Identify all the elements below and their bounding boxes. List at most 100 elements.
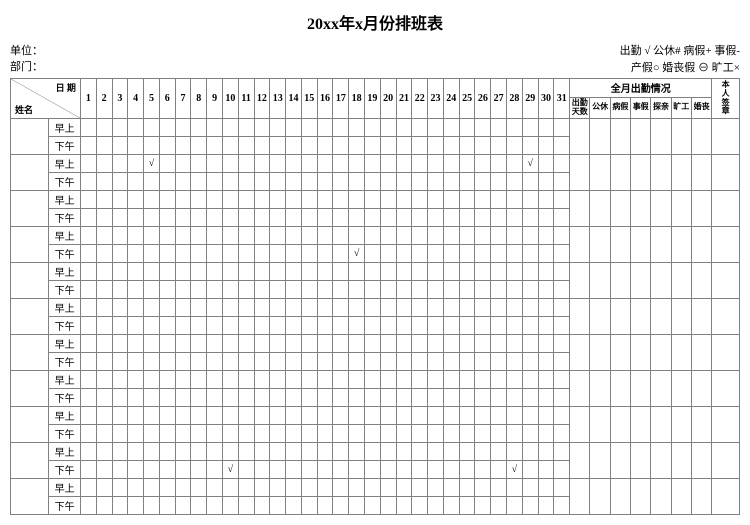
day-cell [333, 137, 349, 155]
day-cell [349, 461, 365, 479]
day-cell [238, 245, 254, 263]
day-cell [365, 353, 381, 371]
summary-cell [590, 371, 610, 407]
day-cell [254, 497, 270, 515]
day-cell [554, 407, 570, 425]
summary-cell [590, 191, 610, 227]
day-cell [286, 479, 302, 497]
day-cell [554, 119, 570, 137]
table-row: 早上 [11, 371, 740, 389]
summary-cell [691, 299, 711, 335]
day-cell [191, 173, 207, 191]
table-row: 早上 [11, 443, 740, 461]
day-cell [317, 209, 333, 227]
day-cell [412, 461, 428, 479]
day-cell [538, 281, 554, 299]
day-cell [365, 227, 381, 245]
day-cell [175, 245, 191, 263]
day-cell [554, 317, 570, 335]
day-cell [475, 245, 491, 263]
day-cell [238, 191, 254, 209]
day-cell [222, 353, 238, 371]
day-cell [333, 119, 349, 137]
day-cell [475, 227, 491, 245]
day-cell [443, 371, 459, 389]
day-cell [254, 155, 270, 173]
day-cell [144, 335, 160, 353]
day-cell [443, 299, 459, 317]
summary-cell [590, 155, 610, 191]
day-cell [475, 335, 491, 353]
day-cell [112, 353, 128, 371]
sign-cell [712, 335, 740, 371]
day-cell [428, 407, 444, 425]
day-header-13: 13 [270, 79, 286, 119]
day-cell [380, 209, 396, 227]
day-cell [207, 137, 223, 155]
day-cell [396, 497, 412, 515]
summary-cell [671, 119, 691, 155]
day-cell [443, 119, 459, 137]
day-header-31: 31 [554, 79, 570, 119]
day-cell [144, 245, 160, 263]
day-cell [365, 209, 381, 227]
day-cell [317, 425, 333, 443]
shift-cell: 下午 [49, 317, 81, 335]
summary-cell [631, 371, 651, 407]
day-cell [191, 137, 207, 155]
day-cell [222, 281, 238, 299]
day-cell [507, 245, 523, 263]
summary-cell [671, 407, 691, 443]
day-cell [396, 281, 412, 299]
day-cell [270, 443, 286, 461]
day-cell [80, 389, 96, 407]
day-cell [254, 209, 270, 227]
day-cell [286, 155, 302, 173]
day-header-1: 1 [80, 79, 96, 119]
day-cell [459, 263, 475, 281]
day-cell [365, 443, 381, 461]
day-cell [396, 443, 412, 461]
shift-cell: 下午 [49, 137, 81, 155]
day-cell [222, 479, 238, 497]
day-cell [222, 191, 238, 209]
day-cell [301, 227, 317, 245]
day-header-10: 10 [222, 79, 238, 119]
day-cell [159, 497, 175, 515]
day-cell [159, 317, 175, 335]
day-cell [365, 371, 381, 389]
summary-cell [631, 119, 651, 155]
day-cell [159, 443, 175, 461]
day-cell [175, 443, 191, 461]
day-cell [207, 227, 223, 245]
day-cell [333, 389, 349, 407]
day-cell [222, 407, 238, 425]
day-cell [80, 209, 96, 227]
day-cell [507, 335, 523, 353]
day-cell [380, 443, 396, 461]
day-cell [128, 479, 144, 497]
day-cell [254, 461, 270, 479]
day-header-21: 21 [396, 79, 412, 119]
day-cell [286, 353, 302, 371]
day-cell [270, 155, 286, 173]
day-cell [333, 461, 349, 479]
shift-cell: 下午 [49, 173, 81, 191]
day-cell [144, 497, 160, 515]
day-cell [380, 263, 396, 281]
summary-cell [651, 407, 671, 443]
shift-cell: 早上 [49, 335, 81, 353]
page-title: 20xx年x月份排班表 [10, 10, 740, 34]
day-cell [317, 263, 333, 281]
day-cell [159, 227, 175, 245]
day-header-15: 15 [301, 79, 317, 119]
day-header-25: 25 [459, 79, 475, 119]
day-cell [428, 461, 444, 479]
day-cell [112, 443, 128, 461]
day-cell [554, 209, 570, 227]
summary-cell [631, 155, 651, 191]
day-cell [222, 155, 238, 173]
day-cell [317, 155, 333, 173]
day-cell [96, 335, 112, 353]
table-row: 早上 [11, 299, 740, 317]
